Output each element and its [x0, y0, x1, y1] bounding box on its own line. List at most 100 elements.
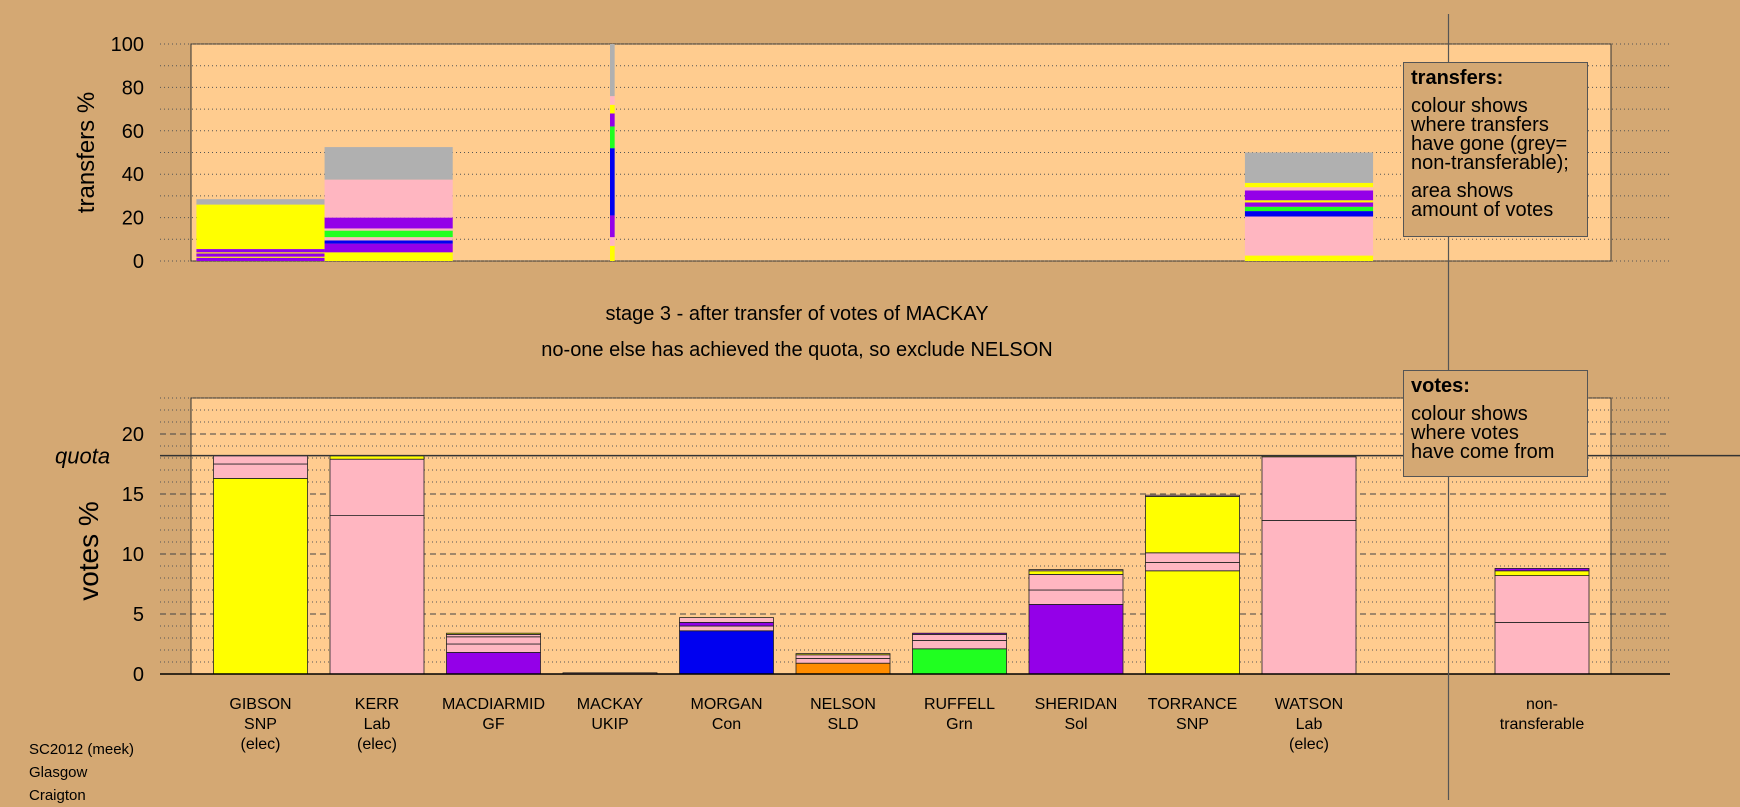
transfer-segment [610, 44, 615, 97]
candidate-label: transferable [1500, 716, 1585, 733]
vote-segment [1028, 589, 1124, 605]
transfer-segment [324, 237, 453, 241]
footer-line: SC2012 (meek) [29, 741, 135, 758]
vote-segment [1145, 570, 1240, 675]
candidate-label: GIBSON [229, 696, 291, 713]
votes-ytick-label: 5 [133, 604, 144, 626]
transfer-segment [196, 204, 325, 250]
transfers-axis-label: transfers % [73, 92, 100, 213]
transfer-segment [610, 113, 615, 127]
candidate-label: Lab [1296, 716, 1323, 733]
candidate-label: non- [1526, 696, 1558, 713]
transfer-segment [1244, 200, 1374, 203]
transfers-legend-colour-text: colour shows where transfers have gone (… [1411, 96, 1580, 174]
vote-segment [795, 662, 891, 675]
transfer-segment [324, 243, 453, 253]
transfers-ytick-label: 0 [133, 251, 144, 273]
votes-legend: votes: colour shows where votes have com… [1403, 370, 1588, 477]
transfers-legend-line: where transfers [1411, 114, 1549, 136]
candidate-label: SNP [1176, 716, 1209, 733]
transfers-ytick-label: 60 [122, 121, 144, 143]
candidate-label: SNP [244, 716, 277, 733]
vote-segment [446, 636, 541, 645]
transfer-segment [324, 240, 453, 244]
vote-segment [795, 654, 891, 659]
vote-segment [1494, 575, 1590, 623]
transfer-segment [324, 147, 453, 180]
transfers-ytick-label: 40 [122, 164, 144, 186]
transfer-segment [610, 96, 615, 105]
vote-segment [1145, 495, 1240, 554]
transfer-segment [196, 257, 325, 261]
transfer-segment [610, 104, 615, 114]
votes-plot-area [190, 397, 1612, 675]
quota-label: quota [55, 444, 110, 469]
transfers-legend-title: transfers: [1411, 67, 1504, 89]
transfer-segment [324, 217, 453, 229]
vote-segment [213, 477, 308, 675]
candidate-label: SHERIDAN [1035, 696, 1118, 713]
vote-segment [679, 625, 774, 632]
vote-segment [213, 455, 308, 465]
transfer-segment [1244, 216, 1374, 256]
transfer-segment [1244, 206, 1374, 212]
stage-subtitle: no-one else has achieved the quota, so e… [541, 339, 1052, 361]
votes-legend-colour-text: colour shows where votes have come from [1411, 404, 1580, 463]
transfer-segment [196, 249, 325, 253]
vote-segment [1494, 570, 1590, 576]
vote-segment [1028, 574, 1124, 591]
vote-segment [679, 630, 774, 675]
candidate-label: TORRANCE [1148, 696, 1238, 713]
vote-segment [912, 632, 1007, 635]
vote-segment [1028, 604, 1124, 675]
transfer-segment [1244, 255, 1374, 261]
transfers-legend-line: non-transferable); [1411, 152, 1569, 174]
candidate-label: (elec) [357, 736, 397, 753]
votes-legend-title: votes: [1411, 375, 1470, 397]
votes-ytick-label: 0 [133, 664, 144, 686]
vote-segment [1261, 456, 1357, 521]
candidate-label: MACKAY [577, 696, 644, 713]
candidate-label: WATSON [1275, 696, 1343, 713]
candidate-label: NELSON [810, 696, 876, 713]
candidate-label: Sol [1064, 716, 1087, 733]
transfers-ytick-label: 20 [122, 208, 144, 230]
candidate-label: (elec) [240, 736, 280, 753]
vote-segment [1145, 562, 1240, 572]
transfers-legend-line: have gone (grey= [1411, 133, 1568, 155]
vote-segment [1145, 494, 1240, 497]
transfer-segment [610, 245, 615, 261]
transfer-segment [610, 126, 615, 149]
votes-axis-label: votes % [73, 501, 104, 601]
vote-segment [912, 648, 1007, 675]
transfer-segment [196, 199, 325, 205]
candidate-label: SLD [827, 716, 858, 733]
vote-segment [329, 515, 425, 675]
candidate-label: KERR [355, 696, 399, 713]
vote-segment [329, 458, 425, 517]
vote-segment [213, 463, 308, 479]
vote-segment [1494, 622, 1590, 675]
vote-segment [446, 632, 541, 635]
footer-line: Glasgow [29, 764, 88, 781]
transfer-segment [610, 215, 615, 238]
transfer-segment [1244, 182, 1374, 188]
vote-segment [795, 658, 891, 664]
transfers-ytick-label: 80 [122, 77, 144, 99]
transfer-segment [610, 148, 615, 216]
transfer-segment [324, 228, 453, 231]
transfers-legend-area-text: area shows amount of votes [1411, 181, 1580, 220]
vote-segment [679, 622, 774, 627]
vote-segment [446, 652, 541, 675]
vote-segment [446, 643, 541, 653]
votes-legend-line: where votes [1411, 422, 1519, 444]
transfer-segment [1244, 211, 1374, 217]
transfer-segment [1244, 190, 1374, 201]
votes-legend-line: have come from [1411, 441, 1555, 463]
candidate-label: UKIP [591, 716, 628, 733]
candidate-label: MACDIARMID [442, 696, 545, 713]
transfer-segment [324, 179, 453, 218]
transfer-segment [196, 256, 325, 258]
transfer-segment [1244, 187, 1374, 191]
